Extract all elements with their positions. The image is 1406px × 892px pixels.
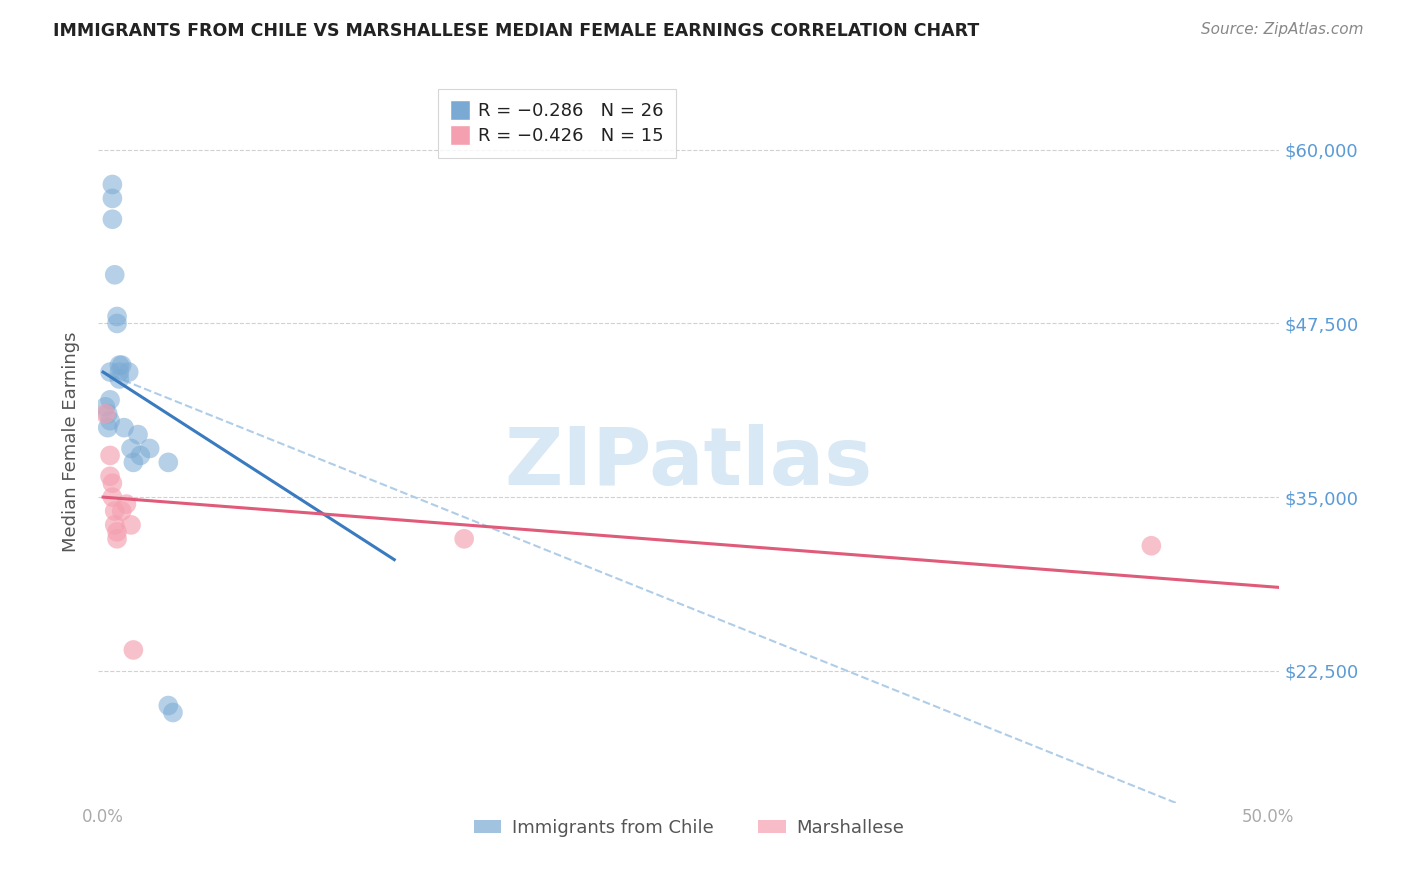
Point — [129, 449, 152, 463]
Text: IMMIGRANTS FROM CHILE VS MARSHALLESE MEDIAN FEMALE EARNINGS CORRELATION CHART: IMMIGRANTS FROM CHILE VS MARSHALLESE MED… — [53, 22, 980, 40]
Point — [108, 372, 131, 386]
Point — [111, 504, 134, 518]
Point — [101, 212, 124, 227]
Point — [118, 365, 141, 379]
Point — [111, 358, 134, 372]
Point — [105, 524, 128, 539]
Point — [105, 310, 128, 324]
Point — [101, 178, 124, 192]
Point — [120, 517, 142, 532]
Point — [101, 490, 124, 504]
Point — [98, 469, 121, 483]
Point — [98, 414, 121, 428]
Point — [105, 532, 128, 546]
Point — [101, 191, 124, 205]
Point — [94, 400, 117, 414]
Point — [105, 317, 128, 331]
Point — [104, 504, 127, 518]
Point — [122, 643, 145, 657]
Point — [97, 407, 120, 421]
Point — [1140, 539, 1163, 553]
Point — [112, 420, 135, 434]
Point — [122, 455, 145, 469]
Point — [127, 427, 149, 442]
Point — [104, 517, 127, 532]
Legend: Immigrants from Chile, Marshallese: Immigrants from Chile, Marshallese — [467, 812, 911, 845]
Point — [108, 365, 131, 379]
Point — [104, 268, 127, 282]
Text: Source: ZipAtlas.com: Source: ZipAtlas.com — [1201, 22, 1364, 37]
Point — [120, 442, 142, 456]
Point — [98, 449, 121, 463]
Y-axis label: Median Female Earnings: Median Female Earnings — [62, 331, 80, 552]
Point — [108, 358, 131, 372]
Point — [94, 407, 117, 421]
Point — [157, 698, 180, 713]
Point — [98, 392, 121, 407]
Point — [98, 365, 121, 379]
Point — [138, 442, 160, 456]
Point — [115, 497, 138, 511]
Point — [101, 476, 124, 491]
Point — [453, 532, 475, 546]
Point — [157, 455, 180, 469]
Text: ZIPatlas: ZIPatlas — [505, 425, 873, 502]
Point — [97, 420, 120, 434]
Point — [162, 706, 184, 720]
